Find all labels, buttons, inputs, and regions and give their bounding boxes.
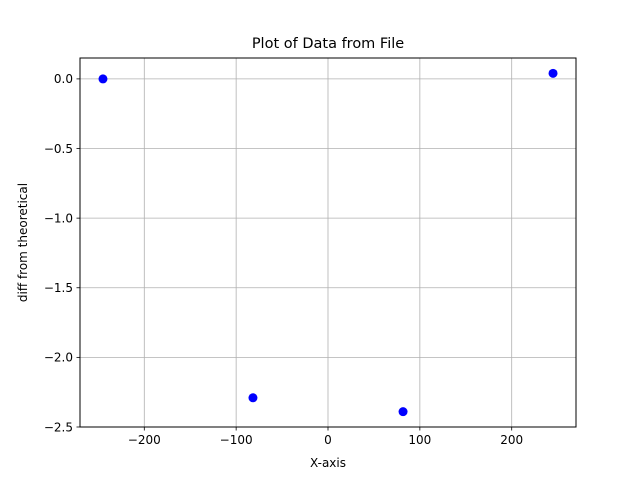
x-tick-label: 200	[500, 433, 523, 447]
x-tick-label: 100	[408, 433, 431, 447]
x-tick-label: 0	[324, 433, 332, 447]
data-point	[248, 393, 258, 403]
y-tick-label: −0.5	[44, 142, 73, 156]
y-tick-label: −1.5	[44, 281, 73, 295]
x-tick-label: −200	[128, 433, 161, 447]
y-tick-label: −1.0	[44, 211, 73, 225]
axis-ticks: −200 −100 0 100 200 0.0 −0.5 −1.0 −1.5 −2.0 −2.5	[44, 72, 523, 447]
data-point	[98, 74, 108, 84]
y-tick-label: 0.0	[54, 72, 73, 86]
chart-title: Plot of Data from File	[252, 36, 404, 52]
data-points	[98, 68, 558, 417]
y-axis-label: diff from theoretical	[16, 183, 30, 302]
x-axis-label: X-axis	[310, 456, 346, 470]
data-point	[548, 68, 558, 78]
y-tick-label: −2.0	[44, 351, 73, 365]
x-tick-label: −100	[220, 433, 253, 447]
y-tick-label: −2.5	[44, 420, 73, 434]
data-point	[398, 407, 408, 417]
